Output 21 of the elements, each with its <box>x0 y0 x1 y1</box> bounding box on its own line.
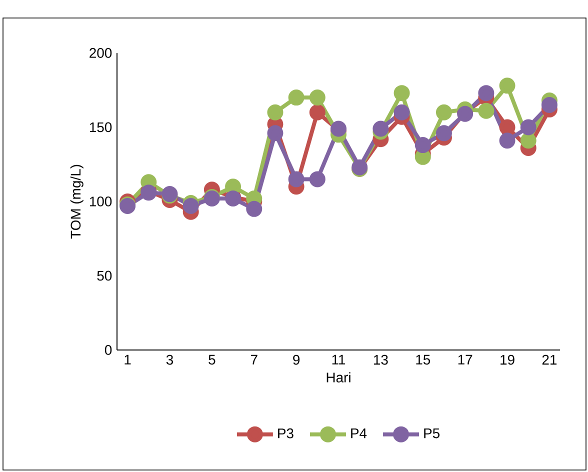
y-tick-label: 150 <box>90 122 112 132</box>
y-tick-label: 0 <box>104 345 112 355</box>
x-tick-label: 13 <box>374 354 388 365</box>
legend-label: P3 <box>278 428 294 438</box>
x-axis-title: Hari <box>326 372 350 382</box>
x-tick-label: 9 <box>293 354 300 365</box>
x-tick-label: 5 <box>208 354 216 365</box>
x-tick-label: 3 <box>166 354 174 365</box>
x-tick-label: 17 <box>458 354 472 364</box>
x-tick-label: 19 <box>500 354 514 365</box>
legend-label: P5 <box>424 428 440 438</box>
x-tick-label: 11 <box>332 354 346 364</box>
y-tick-label: 200 <box>90 48 112 58</box>
y-tick-label: 100 <box>90 196 112 206</box>
x-tick-label: 15 <box>416 354 430 365</box>
y-axis-title: TOM (mg/L) <box>70 164 84 239</box>
x-tick-label: 1 <box>124 354 131 364</box>
y-tick-label: 50 <box>97 270 112 281</box>
legend-label: P4 <box>351 428 367 438</box>
x-tick-label: 7 <box>250 354 258 364</box>
x-tick-label: 21 <box>542 354 557 365</box>
